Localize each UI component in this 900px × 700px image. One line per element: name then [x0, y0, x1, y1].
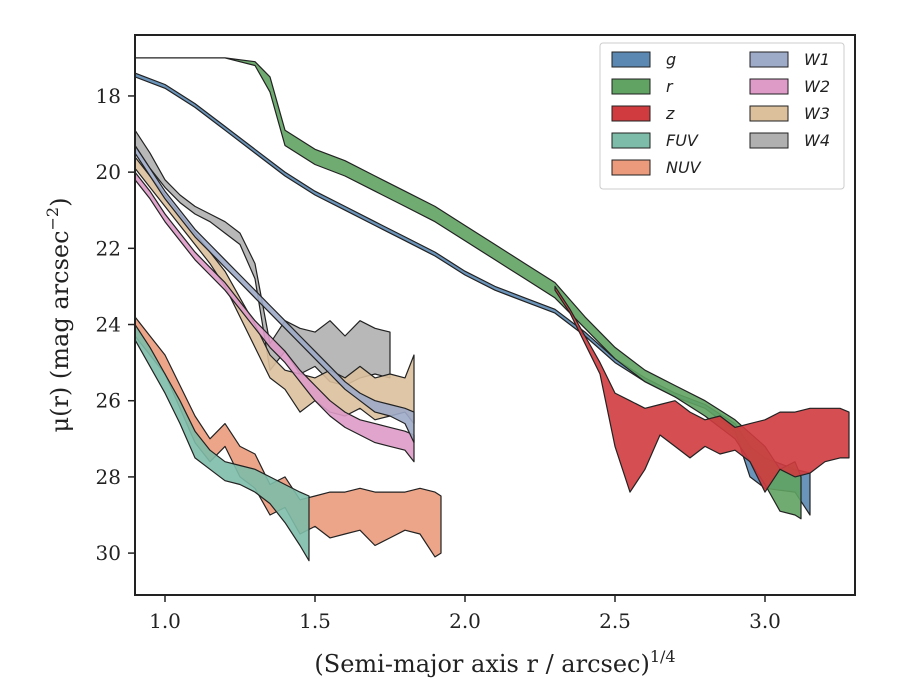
y-tick-label: 22: [96, 236, 121, 260]
legend-swatch-w2: [749, 78, 789, 95]
legend-label-nuv: NUV: [666, 158, 702, 177]
y-axis-label: μ(r) (mag arcsec−2): [43, 198, 74, 433]
plot-frame: [134, 34, 856, 596]
y-axis-label-exponent: −2: [43, 207, 62, 231]
x-tick-label: 2.0: [449, 609, 481, 633]
legend-swatch-w3: [749, 105, 789, 122]
legend-label-w1: W1: [804, 50, 830, 69]
y-tick-label: 28: [96, 465, 121, 489]
x-axis-label-exponent: 1/4: [650, 647, 676, 666]
legend-label-g: g: [666, 50, 676, 69]
band-z: [554, 285, 850, 493]
band-g: [135, 72, 811, 516]
x-tick-label: 1.0: [149, 609, 181, 633]
y-tick-label: 20: [96, 160, 121, 184]
x-axis-ticks: 1.0 1.5 2.0 2.5 3.0: [149, 595, 781, 633]
legend-label-w4: W4: [804, 131, 830, 150]
legend: grz FUV NUV W1 W2 W3 W4: [599, 42, 845, 190]
y-tick-label: 26: [96, 389, 121, 413]
x-axis-label: (Semi-major axis r / arcsec)1/4: [314, 647, 675, 678]
band-w1: [135, 144, 415, 444]
legend-swatch-w1: [749, 51, 789, 68]
legend-label-r: r: [666, 77, 674, 96]
y-tick-label: 18: [96, 84, 121, 108]
y-tick-label: 24: [96, 313, 121, 337]
y-axis-ticks: 18 20 22 24 26 28 30: [96, 84, 135, 565]
legend-swatch-fuv: [611, 132, 651, 149]
y-tick-label: 30: [96, 541, 121, 565]
band-nuv: [135, 316, 442, 558]
legend-label-z: z: [665, 104, 675, 123]
band-w2: [135, 171, 415, 463]
legend-label-fuv: FUV: [666, 131, 699, 150]
x-tick-label: 3.0: [749, 609, 781, 633]
legend-swatch-w4: [749, 132, 789, 149]
band-fuv: [135, 323, 310, 562]
legend-label-w3: W3: [804, 104, 830, 123]
x-tick-label: 1.5: [299, 609, 331, 633]
y-axis-label-close: ): [46, 198, 74, 207]
profile-bands: [135, 57, 850, 562]
legend-swatch-z: [611, 105, 651, 122]
legend-swatch-nuv: [611, 159, 651, 176]
legend-label-w2: W2: [804, 77, 830, 96]
band-r: [135, 57, 802, 520]
x-tick-label: 2.5: [599, 609, 631, 633]
legend-swatch-r: [611, 78, 651, 95]
legend-swatch-g: [611, 51, 651, 68]
